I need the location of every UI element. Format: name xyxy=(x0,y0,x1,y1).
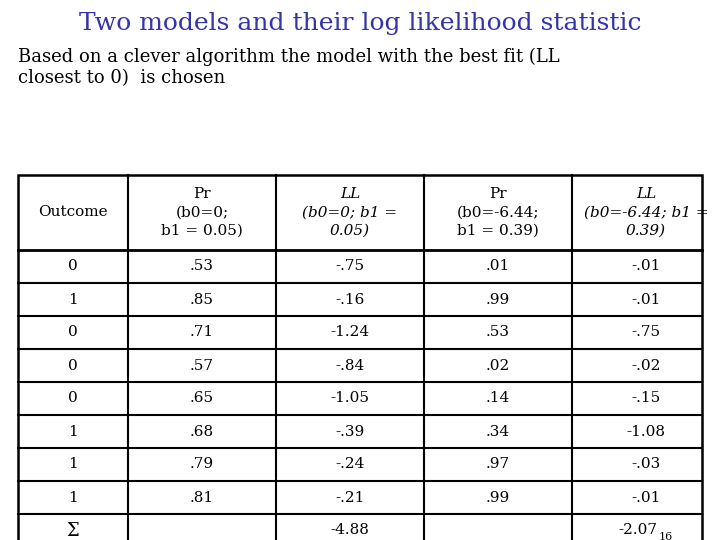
Text: 0: 0 xyxy=(68,359,78,373)
Text: Two models and their log likelihood statistic: Two models and their log likelihood stat… xyxy=(78,12,642,35)
Text: -.21: -.21 xyxy=(336,490,365,504)
Text: .53: .53 xyxy=(190,260,214,273)
Text: .85: .85 xyxy=(190,293,214,307)
Text: -1.08: -1.08 xyxy=(626,424,665,438)
Text: 1: 1 xyxy=(68,457,78,471)
Text: Pr
(b0=0;
b1 = 0.05): Pr (b0=0; b1 = 0.05) xyxy=(161,187,243,238)
Text: 0: 0 xyxy=(68,392,78,406)
Text: -.01: -.01 xyxy=(631,260,661,273)
Bar xyxy=(18,175,702,540)
Text: Σ: Σ xyxy=(67,522,79,539)
Text: -.75: -.75 xyxy=(631,326,660,340)
Text: .02: .02 xyxy=(486,359,510,373)
Text: -.03: -.03 xyxy=(631,457,661,471)
Text: -.01: -.01 xyxy=(631,490,661,504)
Text: -2.07: -2.07 xyxy=(618,523,657,537)
Text: 1: 1 xyxy=(68,424,78,438)
Text: .57: .57 xyxy=(190,359,214,373)
Text: -.24: -.24 xyxy=(336,457,365,471)
Text: 16: 16 xyxy=(659,531,673,540)
Text: -.15: -.15 xyxy=(631,392,661,406)
Text: .79: .79 xyxy=(190,457,214,471)
Text: -4.88: -4.88 xyxy=(330,523,369,537)
Text: .53: .53 xyxy=(486,326,510,340)
Text: .34: .34 xyxy=(486,424,510,438)
Text: Based on a clever algorithm the model with the best fit (LL
closest to 0)  is ch: Based on a clever algorithm the model wi… xyxy=(18,48,559,87)
Text: Pr
(b0=-6.44;
b1 = 0.39): Pr (b0=-6.44; b1 = 0.39) xyxy=(456,187,539,238)
Text: .14: .14 xyxy=(486,392,510,406)
Text: -.16: -.16 xyxy=(336,293,365,307)
Text: -1.24: -1.24 xyxy=(330,326,369,340)
Text: -.39: -.39 xyxy=(336,424,364,438)
Text: -.02: -.02 xyxy=(631,359,661,373)
Text: .99: .99 xyxy=(486,490,510,504)
Text: 1: 1 xyxy=(68,293,78,307)
Text: -.01: -.01 xyxy=(631,293,661,307)
Text: .99: .99 xyxy=(486,293,510,307)
Text: .65: .65 xyxy=(190,392,214,406)
Text: .71: .71 xyxy=(190,326,214,340)
Text: LL
(b0=0; b1 =
0.05): LL (b0=0; b1 = 0.05) xyxy=(302,187,397,238)
Text: .97: .97 xyxy=(486,457,510,471)
Text: 0: 0 xyxy=(68,260,78,273)
Text: -1.05: -1.05 xyxy=(330,392,369,406)
Text: 1: 1 xyxy=(68,490,78,504)
Text: .01: .01 xyxy=(486,260,510,273)
Text: -.84: -.84 xyxy=(336,359,364,373)
Text: 0: 0 xyxy=(68,326,78,340)
Text: Outcome: Outcome xyxy=(38,206,108,219)
Text: LL
(b0=-6.44; b1 =
0.39): LL (b0=-6.44; b1 = 0.39) xyxy=(584,187,708,238)
Text: .68: .68 xyxy=(190,424,214,438)
Text: .81: .81 xyxy=(190,490,214,504)
Text: -.75: -.75 xyxy=(336,260,364,273)
